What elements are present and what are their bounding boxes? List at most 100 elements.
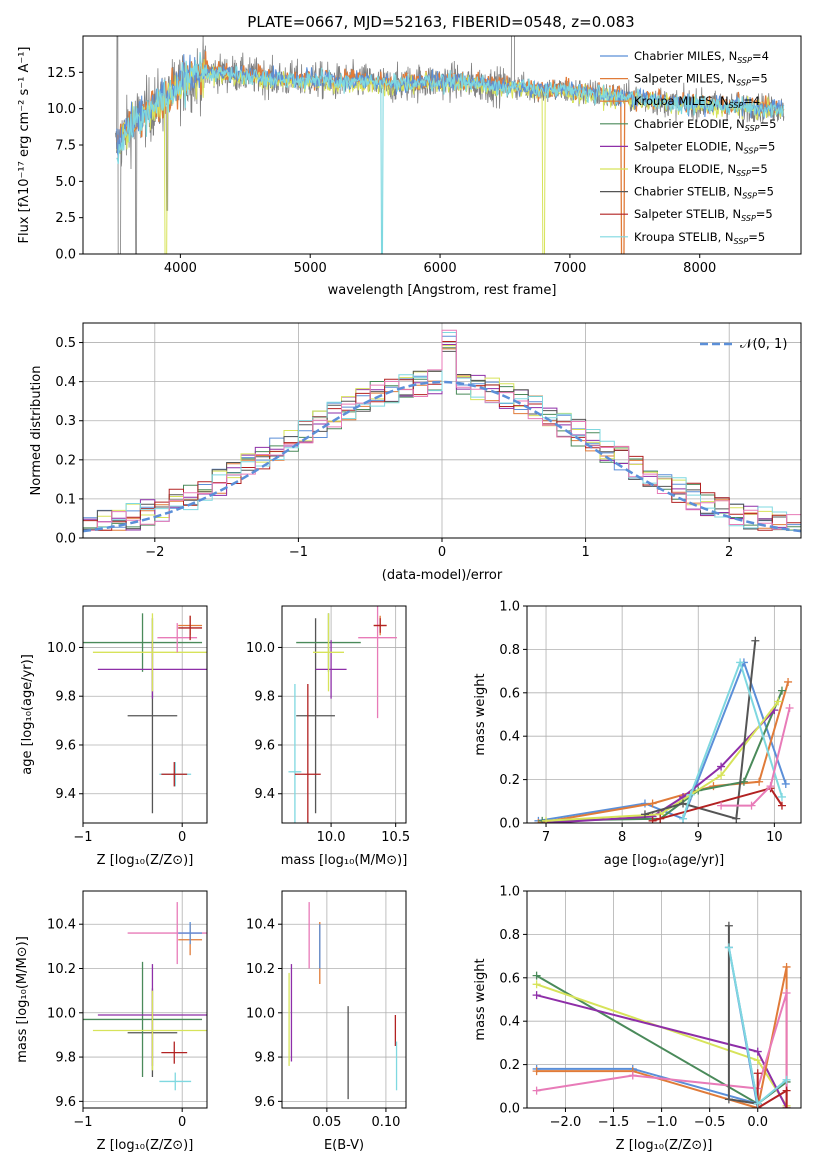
x-axis-label: (data-model)/error [382, 568, 503, 583]
x-tick-label: 5000 [294, 261, 327, 276]
data-point-marker [753, 1056, 762, 1065]
series-line [538, 681, 790, 823]
legend-subscript: SSP [742, 192, 757, 201]
observed-spectrum-line [115, 36, 785, 254]
data-point-marker [751, 636, 760, 645]
histogram-step-line [83, 332, 801, 538]
normal-distribution-curve [83, 380, 801, 533]
data-point-marker [532, 991, 541, 1000]
x-tick-label: 0.05 [312, 1115, 341, 1130]
y-tick-label: 0.6 [499, 971, 520, 986]
data-point-marker [628, 1071, 637, 1080]
mass_vs_Z-axes: −1 0 9.6 9.8 10.0 10.2 10.4 Z [log₁₀(Z/Z⊙)] mass… [15, 890, 208, 1153]
residuals-axes: 𝒩(0, 1) −2 −1 0 1 2 0.0 0.1 0.2 0.3 0.4 0.5 (data-mo… [29, 322, 802, 583]
legend-suffix: =5 [748, 230, 765, 244]
legend-suffix: =5 [756, 207, 773, 221]
y-tick-label: 0.6 [499, 686, 520, 701]
data-point-marker [542, 816, 551, 823]
data-point-marker [717, 762, 726, 771]
data-point-marker [753, 1069, 762, 1078]
y-tick-label: 10.4 [47, 918, 76, 933]
legend-text: Salpeter ELODIE, N [634, 139, 744, 153]
y-tick-label: 0.0 [499, 1102, 520, 1117]
legend-suffix: =4 [743, 94, 760, 108]
data-point-marker [532, 971, 541, 980]
series-line [652, 787, 783, 822]
x-axis-label: Z [log₁₀(Z/Z⊙)] [97, 1138, 194, 1153]
data-point-marker [532, 1067, 541, 1076]
legend-text: Chabrier STELIB, N [634, 185, 742, 199]
legend-text: Salpeter STELIB, N [634, 207, 741, 221]
data-point-marker [532, 1086, 541, 1095]
x-tick-label: 0 [178, 830, 186, 845]
x-tick-label: 10.0 [317, 830, 346, 845]
y-tick-label: 9.4 [254, 787, 275, 802]
legend-suffix: =5 [751, 72, 768, 86]
y-tick-label: 5.0 [55, 175, 76, 190]
x-axis-label: age [log₁₀(age/yr)] [604, 853, 725, 868]
x-tick-label: 4000 [164, 261, 197, 276]
data-point-marker [782, 1075, 791, 1084]
y-tick-label: 7.5 [55, 139, 76, 154]
y-tick-label: 12.5 [47, 66, 76, 81]
age_vs_Z-plot-area [83, 613, 207, 814]
spectrum-plot-area [115, 36, 785, 254]
y-tick-label: 10.0 [47, 641, 76, 656]
y-tick-label: 9.4 [55, 787, 76, 802]
data-point-marker [648, 799, 657, 808]
x-tick-label: 8 [618, 830, 626, 845]
series-line [682, 659, 783, 820]
data-point-marker [747, 801, 756, 810]
legend-text: Chabrier ELODIE, N [634, 117, 745, 131]
data-point-marker [782, 962, 791, 971]
y-tick-label: 9.8 [55, 1051, 76, 1066]
x-tick-label: 1 [581, 545, 589, 560]
y-tick-label: 0.0 [55, 248, 76, 263]
legend-subscript: SSP [745, 124, 760, 133]
data-point-marker [753, 1099, 762, 1108]
age_vs_mass-axes: 10.0 10.5 9.4 9.6 9.8 10.0 mass [log₁₀(M/M⊙)] [246, 605, 410, 868]
y-axis-label: Flux [fλ10⁻¹⁷ erg cm⁻² s⁻¹ A⁻¹] [17, 47, 32, 244]
axes-frame [281, 890, 407, 1109]
y-tick-label: 0.2 [499, 1058, 520, 1073]
legend-suffix: =5 [751, 162, 768, 176]
legend-text: Salpeter MILES, N [634, 72, 736, 86]
x-tick-label: −2 [145, 545, 164, 560]
x-tick-label: −1.0 [646, 1115, 678, 1130]
axes-frame [526, 605, 802, 824]
y-tick-label: 1.0 [499, 885, 520, 900]
y-tick-label: 9.8 [254, 690, 275, 705]
data-point-marker [656, 814, 665, 823]
legend-entry: Chabrier STELIB, NSSP=5 [634, 185, 774, 201]
y-tick-label: 10.4 [246, 918, 275, 933]
data-point-marker [732, 814, 741, 823]
legend-subscript: SSP [734, 237, 749, 246]
data-point-marker [739, 777, 748, 786]
series-line [538, 659, 787, 822]
legend-entry: Salpeter ELODIE, NSSP=5 [634, 139, 775, 155]
axes-frame [281, 605, 407, 824]
y-tick-label: 10.2 [246, 962, 275, 977]
series-line [721, 707, 791, 807]
data-point-marker [766, 782, 775, 791]
x-tick-label: 0.0 [747, 1115, 768, 1130]
x-tick-label: 0 [178, 1115, 186, 1130]
legend-subscript: SSP [736, 169, 751, 178]
data-point-marker [753, 1047, 762, 1056]
weight_vs_age-axes: 7 8 9 10 0.0 0.2 0.4 0.6 0.8 1.0 age [log₁₀(age/yr… [473, 600, 802, 868]
x-tick-label: −2.0 [550, 1115, 582, 1130]
histogram-step-line [83, 329, 801, 538]
data-point-marker [782, 1086, 791, 1095]
weight_vs_Z-axes: −2.0 −1.5 −1.0 −0.5 0.0 0.0 0.2 0.4 0.6 0.8 1.0 Z [… [473, 885, 802, 1153]
y-tick-label: 9.6 [254, 738, 275, 753]
legend-text: Chabrier MILES, N [634, 49, 737, 63]
mass_vs_EBV-axes: 0.05 0.10 9.6 9.8 10.0 10.2 10.4 E(B-V) [246, 890, 407, 1153]
legend-subscript: SSP [737, 56, 752, 65]
axes-frame [526, 890, 802, 1109]
x-tick-label: −0.5 [694, 1115, 726, 1130]
axes-frame [82, 605, 208, 824]
x-tick-label: −1 [73, 830, 92, 845]
data-point-marker [648, 816, 657, 823]
x-tick-label: 7000 [553, 261, 586, 276]
